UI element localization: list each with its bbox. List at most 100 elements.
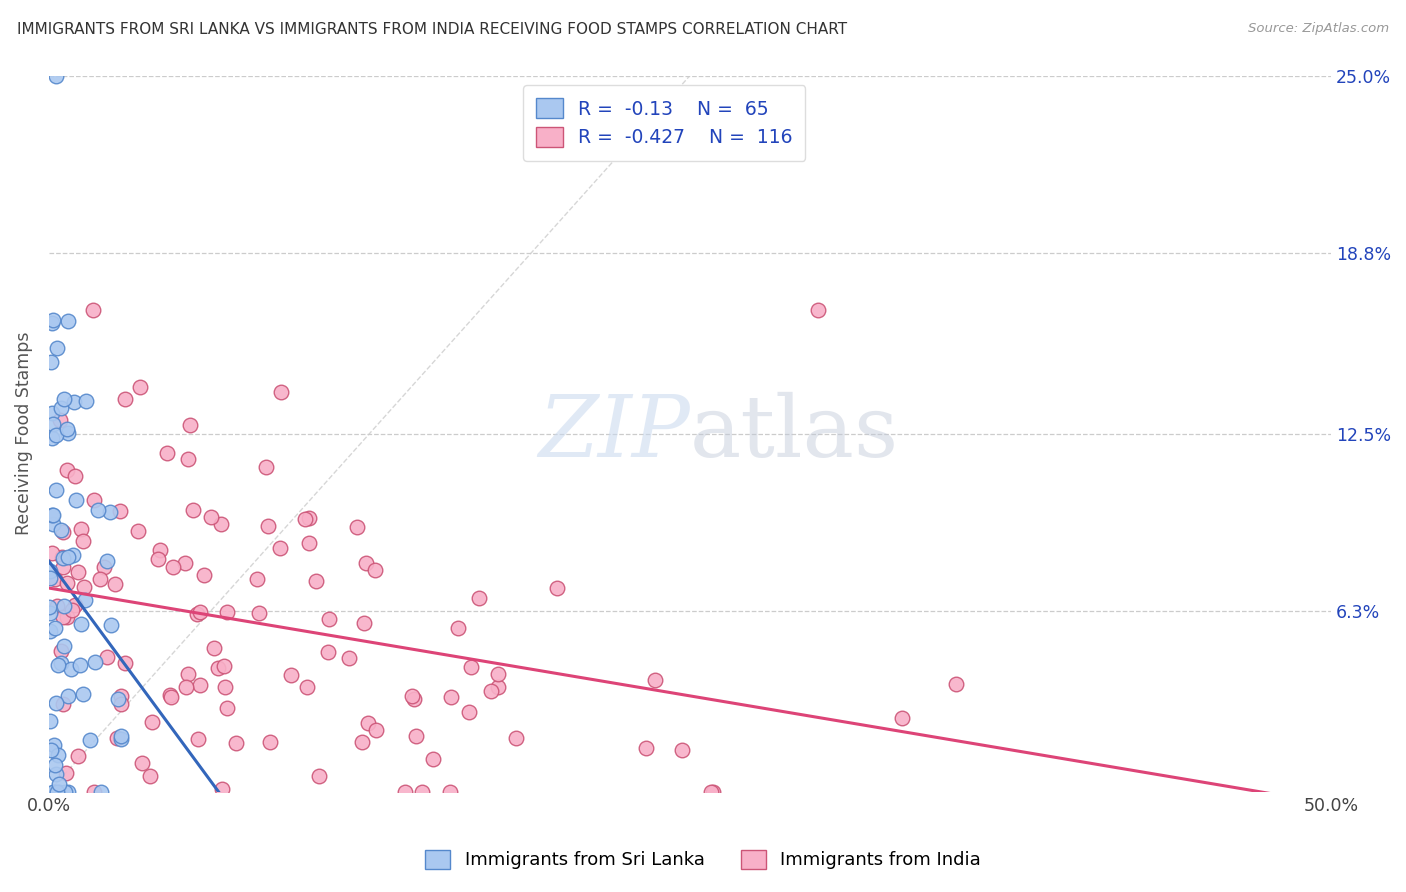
Point	[39, 571, 62, 585]
Point	[280, 668, 302, 682]
Point	[468, 591, 491, 606]
Point	[139, 769, 162, 783]
Point	[105, 731, 128, 745]
Point	[42, 312, 65, 326]
Point	[90, 785, 112, 799]
Point	[82, 303, 104, 318]
Point	[212, 659, 235, 673]
Point	[181, 503, 204, 517]
Point	[75, 592, 97, 607]
Point	[104, 576, 127, 591]
Point	[257, 518, 280, 533]
Point	[107, 691, 129, 706]
Point	[447, 621, 470, 635]
Point	[636, 740, 658, 755]
Point	[89, 572, 111, 586]
Point	[405, 729, 427, 743]
Point	[45, 483, 67, 497]
Point	[65, 492, 87, 507]
Point	[84, 655, 107, 669]
Y-axis label: Receiving Food Stamps: Receiving Food Stamps	[15, 332, 32, 535]
Point	[394, 785, 416, 799]
Point	[41, 317, 63, 331]
Point	[87, 503, 110, 517]
Point	[337, 651, 360, 665]
Point	[56, 785, 79, 799]
Point	[45, 428, 67, 442]
Point	[193, 567, 215, 582]
Point	[52, 698, 75, 712]
Point	[186, 607, 208, 622]
Point	[42, 785, 65, 799]
Point	[366, 723, 388, 738]
Point	[316, 645, 339, 659]
Point	[75, 394, 97, 409]
Point	[114, 656, 136, 670]
Point	[200, 509, 222, 524]
Point	[58, 314, 80, 328]
Point	[42, 417, 65, 432]
Point	[56, 422, 79, 436]
Point	[48, 777, 70, 791]
Point	[700, 785, 723, 799]
Point	[353, 615, 375, 630]
Point	[269, 541, 291, 555]
Point	[45, 69, 67, 83]
Point	[644, 673, 666, 687]
Point	[66, 565, 89, 579]
Point	[45, 697, 67, 711]
Point	[404, 692, 426, 706]
Point	[215, 700, 238, 714]
Point	[179, 417, 201, 432]
Point	[55, 765, 77, 780]
Point	[411, 785, 433, 799]
Point	[211, 782, 233, 797]
Point	[149, 542, 172, 557]
Point	[93, 560, 115, 574]
Point	[60, 662, 83, 676]
Point	[46, 747, 69, 762]
Point	[63, 599, 86, 613]
Point	[44, 572, 66, 586]
Point	[671, 743, 693, 757]
Point	[259, 734, 281, 748]
Point	[72, 687, 94, 701]
Point	[49, 644, 72, 658]
Point	[202, 641, 225, 656]
Point	[96, 649, 118, 664]
Legend: R =  -0.13    N =  65, R =  -0.427    N =  116: R = -0.13 N = 65, R = -0.427 N = 116	[523, 85, 806, 161]
Point	[422, 751, 444, 765]
Point	[173, 556, 195, 570]
Point	[160, 690, 183, 705]
Point	[891, 711, 914, 725]
Point	[298, 536, 321, 550]
Point	[55, 610, 77, 624]
Point	[460, 660, 482, 674]
Point	[298, 511, 321, 525]
Point	[55, 575, 77, 590]
Point	[56, 549, 79, 564]
Text: IMMIGRANTS FROM SRI LANKA VS IMMIGRANTS FROM INDIA RECEIVING FOOD STAMPS CORRELA: IMMIGRANTS FROM SRI LANKA VS IMMIGRANTS …	[17, 22, 846, 37]
Point	[308, 768, 330, 782]
Point	[318, 612, 340, 626]
Point	[304, 574, 326, 589]
Point	[42, 508, 65, 522]
Point	[53, 639, 76, 653]
Point	[39, 714, 62, 728]
Point	[401, 689, 423, 703]
Point	[96, 554, 118, 568]
Text: ZIP: ZIP	[538, 392, 690, 475]
Point	[38, 599, 60, 614]
Point	[69, 522, 91, 536]
Point	[44, 621, 66, 635]
Point	[79, 732, 101, 747]
Point	[357, 716, 380, 731]
Point	[177, 666, 200, 681]
Point	[108, 504, 131, 518]
Point	[352, 734, 374, 748]
Point	[51, 656, 73, 670]
Point	[546, 581, 568, 595]
Point	[162, 560, 184, 574]
Point	[62, 549, 84, 563]
Point	[45, 767, 67, 781]
